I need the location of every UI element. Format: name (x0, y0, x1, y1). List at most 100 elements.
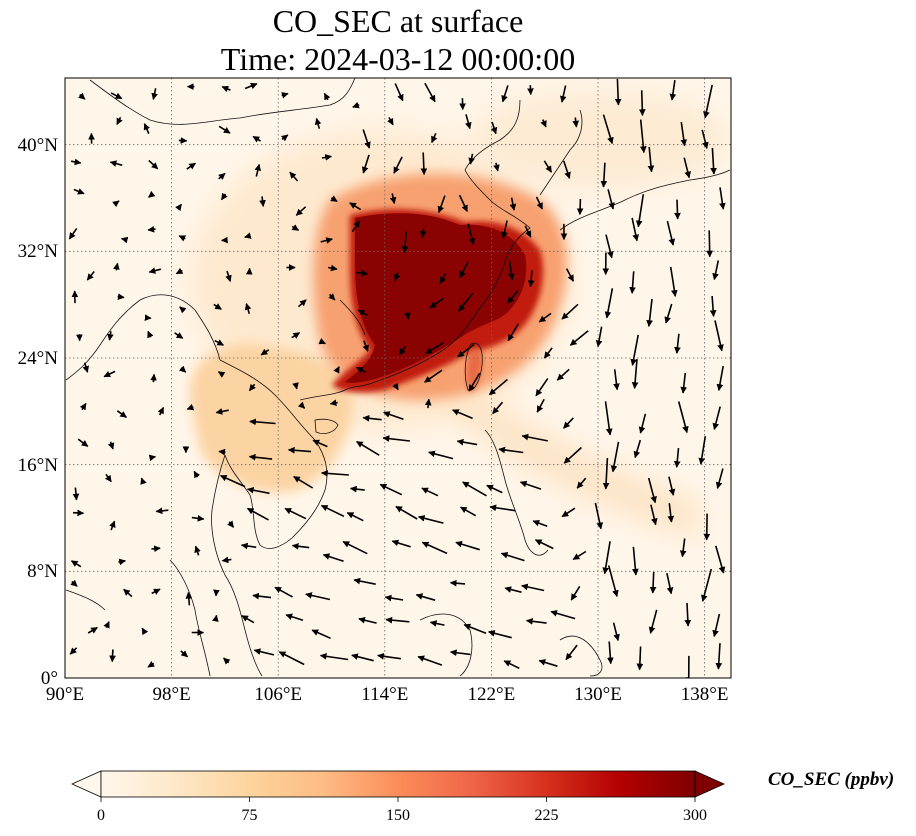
wind-arrow (538, 659, 558, 667)
wind-arrow (248, 453, 273, 461)
wind-arrow (424, 82, 436, 103)
wind-arrow (462, 481, 487, 497)
wind-arrow (109, 160, 123, 167)
colorbar-label: CO_SEC (ppbv) (768, 769, 895, 790)
wind-arrow (527, 270, 535, 288)
wind-arrow (594, 502, 604, 530)
wind-arrow (602, 541, 611, 575)
wind-arrow (352, 101, 360, 109)
wind-arrow (319, 653, 349, 661)
wind-arrow (536, 398, 545, 413)
wind-arrow (607, 641, 614, 665)
wind-arrow (225, 270, 232, 283)
wind-arrow (179, 306, 187, 314)
wind-arrow (424, 398, 432, 409)
wind-arrow (284, 507, 307, 520)
wind-arrow (148, 159, 159, 170)
wind-arrow (392, 382, 399, 391)
wind-arrow (429, 620, 445, 627)
wind-arrow (498, 446, 524, 454)
wind-arrow (521, 583, 545, 592)
wind-arrow (82, 362, 90, 373)
wind-arrow (86, 270, 95, 281)
lat-tick-label: 32°N (18, 241, 59, 262)
wind-arrow (706, 230, 714, 258)
wind-arrow (321, 470, 349, 477)
wind-arrow (562, 160, 571, 179)
wind-arrow (151, 545, 161, 553)
wind-arrow (680, 121, 688, 147)
lon-tick-label: 98°E (152, 684, 190, 705)
wind-arrow (79, 402, 87, 411)
wind-arrow (140, 477, 147, 485)
wind-arrow (185, 591, 193, 606)
wind-arrow (674, 333, 681, 354)
wind-arrow (429, 297, 444, 309)
wind-arrow (669, 79, 677, 101)
wind-arrow (384, 594, 404, 602)
wind-arrow (87, 626, 98, 634)
wind-arrow (252, 135, 262, 143)
wind-arrow (77, 438, 89, 447)
wind-arrow (357, 309, 369, 317)
wind-arrow (346, 511, 364, 522)
wind-arrow (70, 579, 78, 587)
wind-arrow (455, 540, 480, 551)
wind-arrow (285, 613, 304, 622)
lat-tick-label: 40°N (18, 135, 59, 156)
wind-arrow (604, 288, 614, 319)
wind-arrow (457, 292, 474, 312)
wind-arrow (465, 114, 472, 130)
wind-arrow (218, 448, 226, 456)
wind-arrow (393, 156, 403, 174)
wind-arrow (178, 365, 187, 373)
wind-arrow (219, 474, 246, 488)
wind-arrow (147, 330, 154, 339)
wind-arrow (635, 194, 645, 228)
colorbar-tick-label: 150 (386, 807, 410, 824)
wind-arrow (312, 439, 328, 448)
wind-arrow (535, 377, 549, 397)
wind-arrow (351, 653, 374, 662)
wind-arrow (69, 647, 78, 655)
wind-arrow (419, 228, 427, 238)
wind-arrow (291, 542, 310, 550)
wind-arrow (379, 483, 403, 496)
wind-arrow (174, 332, 184, 339)
wind-arrow (292, 382, 299, 390)
colorbar-extend-min (71, 770, 102, 798)
wind-arrow (647, 147, 655, 173)
wind-arrow (508, 260, 515, 281)
wind-arrow (70, 560, 82, 568)
wind-arrow (305, 592, 331, 601)
wind-arrow (638, 90, 646, 116)
wind-arrow (356, 440, 380, 456)
wind-arrow (175, 267, 184, 275)
lon-tick-label: 138°E (681, 684, 729, 705)
wind-arrow (151, 588, 161, 595)
wind-arrow (297, 401, 306, 409)
colorbar-tick-label: 75 (242, 807, 258, 824)
wind-arrow (377, 652, 402, 660)
wind-arrow (463, 623, 487, 635)
wind-arrow (431, 132, 438, 144)
wind-arrow (458, 194, 468, 213)
wind-arrow (217, 371, 226, 378)
wind-arrow (415, 593, 436, 601)
wind-arrow (220, 192, 228, 201)
wind-arrow (320, 237, 333, 244)
wind-arrow (428, 450, 454, 460)
wind-arrow (715, 468, 724, 489)
wind-arrow (493, 162, 500, 172)
wind-arrow (605, 234, 614, 259)
wind-arrow (72, 487, 80, 501)
wind-arrow (437, 195, 446, 214)
wind-arrow (490, 121, 498, 135)
wind-arrow (329, 399, 338, 407)
wind-arrow (602, 457, 610, 490)
wind-arrow (449, 579, 466, 587)
wind-arrow (123, 588, 133, 598)
wind-arrow (459, 261, 469, 279)
colorbar: 0 75 150 225 300 (71, 770, 725, 824)
